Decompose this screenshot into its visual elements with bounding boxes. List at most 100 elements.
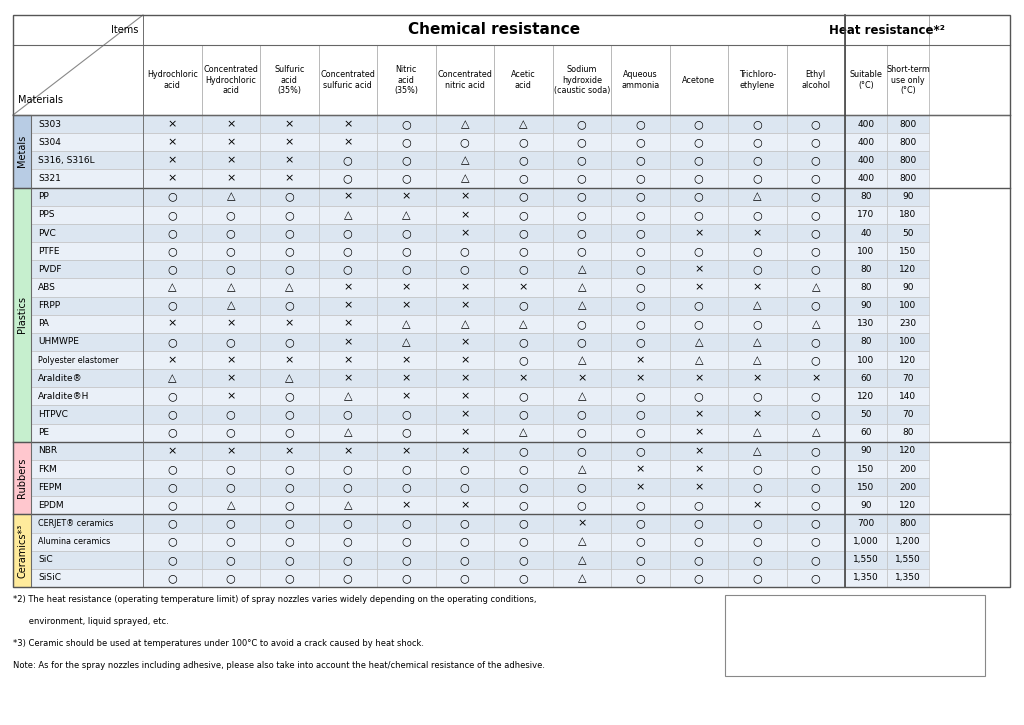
Text: ○: ○ [577, 446, 587, 456]
Bar [887, 260, 929, 278]
Text: 80: 80 [902, 428, 913, 437]
Text: ○: ○ [635, 410, 645, 420]
Text: ○: ○ [343, 482, 352, 492]
Text: HTPVC: HTPVC [38, 410, 68, 419]
Text: Ceramics*³: Ceramics*³ [17, 523, 27, 578]
Bar [553, 170, 611, 188]
Bar [728, 351, 786, 369]
Bar [202, 442, 260, 460]
Text: ○: ○ [518, 191, 528, 202]
Text: ×: × [694, 410, 703, 420]
Text: Concentrated
nitric acid: Concentrated nitric acid [437, 70, 493, 90]
Bar [318, 333, 377, 351]
Text: ×: × [168, 137, 177, 147]
Text: ×: × [226, 392, 236, 402]
Bar [260, 369, 318, 387]
Bar [435, 496, 494, 514]
Bar [260, 297, 318, 315]
Text: ○: ○ [577, 428, 587, 438]
Text: Concentrated
sulfuric acid: Concentrated sulfuric acid [321, 70, 375, 90]
Text: 400: 400 [857, 156, 874, 165]
Bar [377, 115, 435, 133]
Text: ○: ○ [226, 228, 236, 238]
Text: △: △ [519, 119, 527, 129]
Bar [887, 133, 929, 152]
Bar [887, 496, 929, 514]
Text: ○: ○ [401, 573, 411, 583]
Text: ○: ○ [343, 247, 352, 256]
Bar [494, 333, 553, 351]
Bar [786, 369, 845, 387]
Text: ×: × [285, 319, 294, 328]
Text: ○: ○ [694, 518, 703, 529]
Text: ○: ○ [577, 500, 587, 510]
Text: NBR: NBR [38, 447, 57, 455]
Text: ○: ○ [577, 210, 587, 220]
Text: ○: ○ [577, 247, 587, 256]
Bar [318, 569, 377, 587]
Text: 50: 50 [902, 228, 913, 238]
Bar [202, 278, 260, 297]
Bar [553, 315, 611, 333]
Text: ○: ○ [811, 446, 820, 456]
Text: ×: × [694, 428, 703, 438]
Bar [670, 423, 728, 442]
Text: Nitric
acid
(35%): Nitric acid (35%) [394, 65, 418, 95]
Text: ×: × [460, 355, 469, 365]
Bar [377, 533, 435, 551]
Text: UHMWPE: UHMWPE [38, 337, 79, 347]
Bar [845, 551, 887, 569]
Bar [143, 496, 202, 514]
Text: 400: 400 [857, 174, 874, 183]
Text: Materials: Materials [18, 95, 63, 105]
Text: Ethyl
alcohol: Ethyl alcohol [801, 70, 830, 90]
Bar [13, 15, 143, 115]
Text: 1,200: 1,200 [895, 537, 921, 546]
Bar [143, 351, 202, 369]
Bar [887, 405, 929, 423]
Text: ×: × [285, 119, 294, 129]
Text: ×: × [401, 191, 411, 202]
Bar [143, 478, 202, 496]
Text: ○: ○ [401, 137, 411, 147]
Text: 90: 90 [860, 301, 871, 310]
Bar [494, 423, 553, 442]
Text: 230: 230 [899, 319, 916, 328]
Text: △: △ [402, 337, 411, 347]
Text: ○…  Suitable: ○… Suitable [735, 602, 800, 612]
Text: ×: × [168, 446, 177, 456]
Text: △: △ [168, 373, 176, 384]
Bar [786, 405, 845, 423]
Bar [553, 260, 611, 278]
Bar [728, 260, 786, 278]
Bar [845, 423, 887, 442]
Bar [611, 224, 670, 242]
Bar [494, 224, 553, 242]
Bar [786, 188, 845, 206]
Bar [202, 315, 260, 333]
Bar [728, 533, 786, 551]
Bar [670, 315, 728, 333]
Text: ○: ○ [518, 536, 528, 547]
Bar [553, 45, 611, 115]
Text: ×: × [460, 428, 469, 438]
Bar [670, 333, 728, 351]
Bar [845, 460, 887, 478]
Text: ○: ○ [811, 392, 820, 402]
Bar [728, 333, 786, 351]
Bar [260, 533, 318, 551]
Bar [845, 514, 887, 533]
Bar [318, 551, 377, 569]
Bar [318, 133, 377, 152]
Text: ○: ○ [167, 337, 177, 347]
Bar [494, 442, 553, 460]
Text: ○: ○ [460, 573, 470, 583]
Bar [260, 551, 318, 569]
Text: △: △ [753, 355, 762, 365]
Bar [435, 170, 494, 188]
Text: ×: × [226, 355, 236, 365]
Bar [786, 206, 845, 224]
Bar [435, 115, 494, 133]
Bar [845, 15, 929, 45]
Bar [887, 315, 929, 333]
